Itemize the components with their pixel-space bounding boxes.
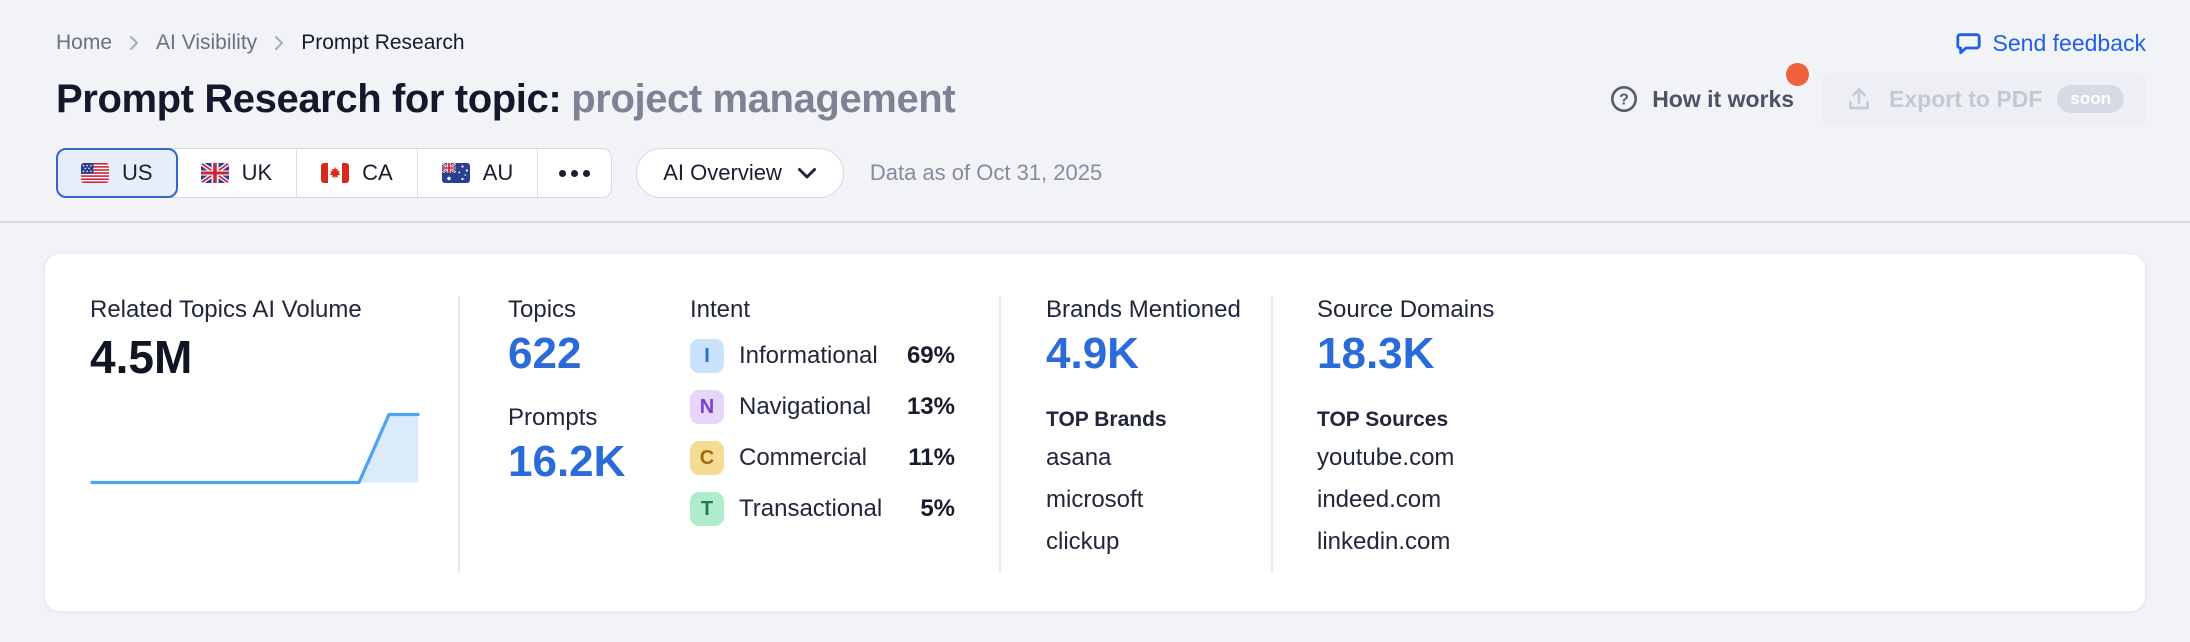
breadcrumb-item-ai-visibility[interactable]: AI Visibility bbox=[156, 31, 258, 54]
intent-commercial-icon: C bbox=[690, 441, 724, 475]
breadcrumb-item-home[interactable]: Home bbox=[56, 31, 113, 54]
section-divider bbox=[1271, 296, 1273, 573]
topics-label: Topics bbox=[508, 296, 577, 323]
export-to-pdf-button[interactable]: Export to PDF soon bbox=[1786, 62, 2146, 126]
section-divider bbox=[999, 296, 1001, 573]
top-brands-label: TOP Brands bbox=[1046, 408, 1167, 432]
country-tab-ca[interactable]: CA bbox=[296, 149, 417, 197]
top-brands-list: asana microsoft clickup bbox=[1046, 437, 1271, 563]
intent-row-informational: I Informational 69% bbox=[690, 339, 955, 373]
sources-value: 18.3K bbox=[1317, 329, 1435, 378]
brands-label: Brands Mentioned bbox=[1046, 296, 1241, 323]
list-item: microsoft bbox=[1046, 486, 1144, 514]
section-divider bbox=[458, 296, 460, 573]
list-item: youtube.com bbox=[1317, 444, 1455, 472]
ca-flag-icon bbox=[321, 163, 350, 183]
upload-icon bbox=[1849, 88, 1869, 110]
breadcrumb-item-current: Prompt Research bbox=[301, 31, 465, 54]
send-feedback-label: Send feedback bbox=[1992, 29, 2146, 56]
list-item: linkedin.com bbox=[1317, 528, 1451, 556]
breadcrumb: Home AI Visibility Prompt Research bbox=[56, 31, 465, 55]
report-type-value: AI Overview bbox=[663, 160, 782, 185]
country-tabs: US UK bbox=[56, 148, 613, 198]
intent-label: Intent bbox=[690, 296, 751, 323]
us-flag-icon bbox=[81, 163, 109, 183]
more-countries-button[interactable] bbox=[537, 149, 611, 197]
intent-row-navigational: N Navigational 13% bbox=[690, 390, 955, 424]
ai-volume-sparkline bbox=[90, 412, 420, 484]
export-to-pdf-label: Export to PDF bbox=[1889, 85, 2043, 112]
prompts-value: 16.2K bbox=[508, 437, 626, 487]
related-volume-value: 4.5M bbox=[90, 331, 193, 383]
top-sources-list: youtube.com indeed.com linkedin.com bbox=[1317, 437, 2100, 563]
intent-navigational-icon: N bbox=[690, 390, 724, 424]
page-title-prefix: Prompt Research for topic: bbox=[56, 76, 562, 121]
soon-badge: soon bbox=[2057, 85, 2124, 113]
intent-percentage: 5% bbox=[920, 495, 955, 522]
report-type-dropdown[interactable]: AI Overview bbox=[636, 148, 844, 198]
intent-percentage: 11% bbox=[908, 444, 955, 471]
header-actions: ? How it works Export to PDF soon bbox=[1609, 62, 2146, 126]
chevron-down-icon bbox=[797, 167, 816, 178]
brands-value: 4.9K bbox=[1046, 329, 1139, 378]
page-header: Home AI Visibility Prompt Research Send … bbox=[0, 0, 2190, 223]
send-feedback-button[interactable]: Send feedback bbox=[1955, 30, 2146, 57]
chevron-right-icon bbox=[129, 35, 139, 51]
sources-label: Source Domains bbox=[1317, 296, 1495, 323]
top-sources-label: TOP Sources bbox=[1317, 408, 1449, 432]
country-tab-label: AU bbox=[482, 160, 514, 185]
country-tab-uk[interactable]: UK bbox=[177, 149, 297, 197]
svg-text:?: ? bbox=[1619, 92, 1629, 109]
page-title-topic: project management bbox=[571, 76, 956, 121]
related-volume-label: Related Topics AI Volume bbox=[90, 296, 362, 323]
intent-percentage: 13% bbox=[906, 393, 955, 420]
topics-intent-section: Topics 622 Prompts 16.2K Intent I Inform… bbox=[508, 296, 999, 573]
how-it-works-button[interactable]: ? How it works bbox=[1609, 84, 1794, 114]
list-item: clickup bbox=[1046, 528, 1120, 556]
country-tab-label: US bbox=[122, 160, 153, 185]
uk-flag-icon bbox=[200, 163, 229, 183]
country-tab-label: CA bbox=[362, 160, 393, 185]
page-title: Prompt Research for topic: project manage… bbox=[56, 76, 956, 122]
chat-bubble-icon bbox=[1955, 32, 1981, 54]
prompts-label: Prompts bbox=[508, 404, 598, 432]
notification-dot bbox=[1786, 62, 1810, 86]
sources-section: Source Domains 18.3K TOP Sources youtube… bbox=[1317, 296, 2100, 573]
chevron-right-icon bbox=[275, 35, 284, 51]
intent-percentage: 69% bbox=[906, 342, 955, 369]
intent-transactional-icon: T bbox=[690, 492, 724, 526]
summary-card: Related Topics AI Volume 4.5M Topics 622… bbox=[44, 253, 2146, 612]
intent-row-commercial: C Commercial 11% bbox=[690, 441, 955, 475]
country-tab-us[interactable]: US bbox=[56, 148, 178, 198]
intent-subsection: Intent I Informational 69% N Navigationa… bbox=[690, 296, 955, 573]
question-circle-icon: ? bbox=[1611, 86, 1638, 112]
intent-row-transactional: T Transactional 5% bbox=[690, 492, 955, 526]
country-tab-label: UK bbox=[241, 160, 273, 185]
three-dots-icon bbox=[559, 169, 567, 177]
related-volume-section: Related Topics AI Volume 4.5M bbox=[90, 296, 458, 573]
intent-informational-icon: I bbox=[690, 339, 724, 373]
country-tab-au[interactable]: AU bbox=[416, 149, 538, 197]
topics-subsection: Topics 622 Prompts 16.2K bbox=[508, 296, 690, 573]
list-item: asana bbox=[1046, 444, 1112, 472]
data-as-of-label: Data as of Oct 31, 2025 bbox=[869, 160, 1103, 185]
brands-section: Brands Mentioned 4.9K TOP Brands asana m… bbox=[1046, 296, 1271, 573]
list-item: indeed.com bbox=[1317, 486, 1442, 514]
au-flag-icon bbox=[441, 163, 470, 183]
topics-value: 622 bbox=[508, 329, 582, 378]
how-it-works-label: How it works bbox=[1652, 85, 1795, 112]
